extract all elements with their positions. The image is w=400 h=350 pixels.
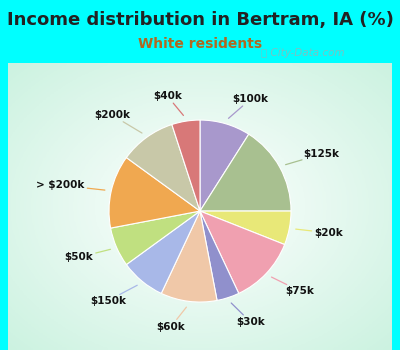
- Text: $30k: $30k: [231, 303, 265, 327]
- Text: $125k: $125k: [286, 149, 340, 164]
- Wedge shape: [161, 211, 217, 302]
- Text: $150k: $150k: [90, 285, 137, 306]
- Text: Income distribution in Bertram, IA (%): Income distribution in Bertram, IA (%): [6, 10, 394, 28]
- Wedge shape: [200, 120, 249, 211]
- Text: $50k: $50k: [64, 249, 110, 262]
- Wedge shape: [109, 158, 200, 228]
- Text: $200k: $200k: [94, 110, 142, 133]
- Wedge shape: [200, 211, 291, 245]
- Text: $100k: $100k: [228, 94, 268, 118]
- Text: $75k: $75k: [272, 277, 314, 296]
- Wedge shape: [200, 134, 291, 211]
- Wedge shape: [172, 120, 200, 211]
- Text: > $200k: > $200k: [36, 180, 105, 190]
- Text: $20k: $20k: [296, 228, 343, 238]
- Wedge shape: [200, 211, 239, 300]
- Wedge shape: [126, 211, 200, 293]
- Text: $40k: $40k: [153, 91, 184, 116]
- Text: Ⓢ City-Data.com: Ⓢ City-Data.com: [260, 48, 344, 58]
- Wedge shape: [111, 211, 200, 265]
- Wedge shape: [126, 125, 200, 211]
- Text: White residents: White residents: [138, 37, 262, 51]
- Wedge shape: [200, 211, 285, 293]
- Text: $60k: $60k: [157, 307, 186, 331]
